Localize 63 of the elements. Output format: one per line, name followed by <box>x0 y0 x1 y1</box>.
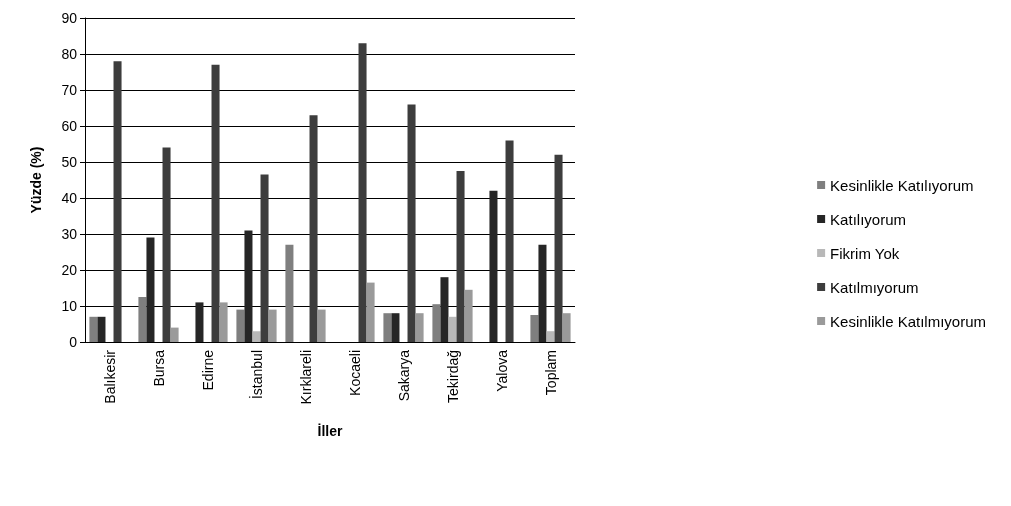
legend-label: Katılmıyorum <box>830 278 919 296</box>
bar <box>317 309 326 342</box>
bar <box>219 302 228 342</box>
bar <box>252 331 261 342</box>
bar <box>456 171 465 342</box>
bar <box>146 237 155 342</box>
x-tick-label: Balıkesir <box>101 349 118 404</box>
bar <box>236 309 245 342</box>
bar <box>268 309 277 342</box>
bar <box>113 61 122 342</box>
y-tick-label: 0 <box>69 334 78 350</box>
bar <box>358 43 367 342</box>
bar <box>432 304 441 342</box>
legend-label: Katılıyorum <box>830 210 906 228</box>
bar <box>89 316 98 342</box>
y-tick-label: 30 <box>61 226 78 242</box>
y-tick-label: 10 <box>61 298 78 314</box>
bar <box>260 174 269 342</box>
y-tick-label: 50 <box>61 154 78 170</box>
x-tick-label: Kocaeli <box>346 350 363 396</box>
x-tick-label: İstanbul <box>247 350 265 400</box>
bar <box>407 104 416 342</box>
legend-label: Kesinlikle Katılmıyorum <box>830 312 987 330</box>
bar <box>554 154 563 342</box>
x-axis-title: İller <box>317 423 343 439</box>
bar <box>391 313 400 342</box>
bar <box>170 327 179 342</box>
bar <box>489 190 498 342</box>
bar <box>505 140 514 342</box>
bar <box>285 244 294 342</box>
legend-label: Kesinlikle Katılıyorum <box>830 176 974 194</box>
x-tick-label: Kırklareli <box>297 350 314 405</box>
bar <box>448 316 457 342</box>
x-tick-label: Edirne <box>199 349 216 391</box>
y-tick-label: 40 <box>61 190 78 206</box>
bar <box>562 313 571 342</box>
bar <box>538 244 547 342</box>
y-tick-label: 90 <box>61 10 78 26</box>
x-tick-label: Toplam <box>542 350 559 396</box>
bar <box>415 313 424 342</box>
bar <box>244 230 253 342</box>
bar <box>366 282 375 342</box>
y-tick-label: 70 <box>61 82 78 98</box>
bar <box>383 313 392 342</box>
legend-label: Fikrim Yok <box>830 244 900 262</box>
x-tick-label: Sakarya <box>395 349 412 402</box>
y-axis-title: Yüzde (%) <box>28 146 44 214</box>
y-tick-label: 20 <box>61 262 78 278</box>
bar <box>195 302 204 342</box>
bar <box>530 315 539 342</box>
y-tick-label: 60 <box>61 118 78 134</box>
bar <box>138 297 147 342</box>
bar <box>97 316 106 342</box>
x-tick-label: Bursa <box>150 349 167 387</box>
bar <box>440 277 449 342</box>
bar <box>546 331 555 342</box>
y-tick-label: 80 <box>61 46 78 62</box>
bar <box>211 64 220 342</box>
x-tick-label: Tekirdağ <box>444 350 461 403</box>
bar <box>309 115 318 342</box>
bar <box>464 289 473 342</box>
bar <box>162 147 171 342</box>
x-tick-label: Yalova <box>493 349 510 392</box>
